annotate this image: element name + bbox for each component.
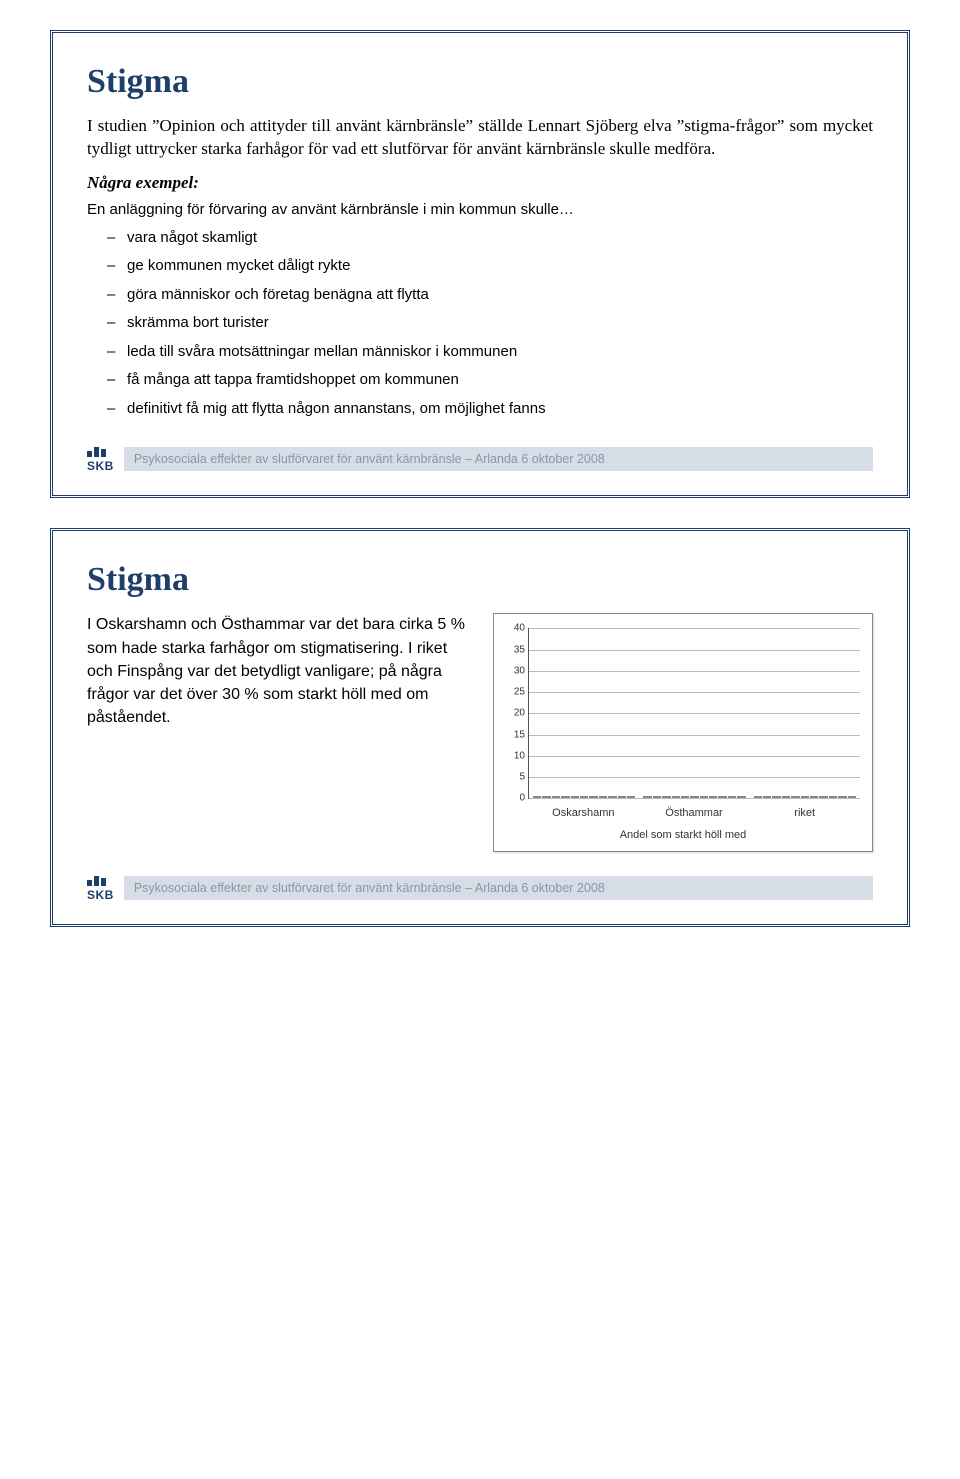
list-item: göra människor och företag benägna att f…: [127, 281, 873, 310]
x-tick-label: Östhammar: [639, 803, 750, 819]
y-tick-label: 5: [505, 772, 525, 783]
x-axis-labels: OskarshamnÖsthammarriket: [528, 803, 860, 819]
x-tick-label: riket: [749, 803, 860, 819]
y-tick-label: 0: [505, 793, 525, 804]
grid-line: [529, 650, 860, 651]
logo-text: SKB: [87, 459, 114, 473]
body-text: I Oskarshamn och Östhammar var det bara …: [87, 613, 465, 729]
grid-line: [529, 798, 860, 799]
slide-title: Stigma: [87, 63, 873, 101]
skb-logo: SKB: [87, 874, 114, 902]
grid-line: [529, 671, 860, 672]
lead-sentence: En anläggning för förvaring av använt kä…: [87, 201, 873, 218]
y-tick-label: 15: [505, 729, 525, 740]
y-tick-label: 40: [505, 623, 525, 634]
grid-line: [529, 777, 860, 778]
skb-logo: SKB: [87, 445, 114, 473]
logo-bars-icon: [87, 874, 114, 886]
grid-line: [529, 628, 860, 629]
footer-text: Psykosociala effekter av slutförvaret fö…: [124, 447, 873, 471]
y-tick-label: 20: [505, 708, 525, 719]
grid-line: [529, 713, 860, 714]
intro-paragraph: I studien ”Opinion och attityder till an…: [87, 115, 873, 161]
examples-heading: Några exempel:: [87, 173, 873, 193]
list-item: skrämma bort turister: [127, 309, 873, 338]
footer-text: Psykosociala effekter av slutförvaret fö…: [124, 876, 873, 900]
slide-title: Stigma: [87, 561, 873, 599]
chart-caption: Andel som starkt höll med: [506, 829, 860, 841]
y-tick-label: 35: [505, 644, 525, 655]
grid-line: [529, 756, 860, 757]
y-tick-label: 10: [505, 750, 525, 761]
y-tick-label: 30: [505, 665, 525, 676]
grid-line: [529, 692, 860, 693]
list-item: definitivt få mig att flytta någon annan…: [127, 395, 873, 424]
grid-line: [529, 735, 860, 736]
list-item: vara något skamligt: [127, 224, 873, 253]
y-tick-label: 25: [505, 687, 525, 698]
list-item: ge kommunen mycket dåligt rykte: [127, 252, 873, 281]
stigma-chart: 0510152025303540 OskarshamnÖsthammarrike…: [493, 613, 873, 852]
bullet-list: vara något skamligtge kommunen mycket då…: [87, 224, 873, 424]
x-tick-label: Oskarshamn: [528, 803, 639, 819]
slide-stigma-2: Stigma I Oskarshamn och Östhammar var de…: [50, 528, 910, 927]
slide-footer: SKB Psykosociala effekter av slutförvare…: [87, 874, 873, 902]
list-item: leda till svåra motsättningar mellan män…: [127, 338, 873, 367]
slide-stigma-1: Stigma I studien ”Opinion och attityder …: [50, 30, 910, 498]
logo-text: SKB: [87, 888, 114, 902]
logo-bars-icon: [87, 445, 114, 457]
chart-plot-area: 0510152025303540: [528, 628, 860, 799]
slide-footer: SKB Psykosociala effekter av slutförvare…: [87, 445, 873, 473]
list-item: få många att tappa framtidshoppet om kom…: [127, 366, 873, 395]
